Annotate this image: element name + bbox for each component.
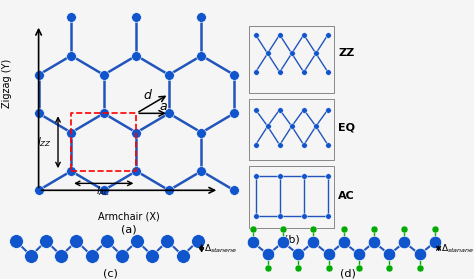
Text: $a$: $a$ [159, 100, 168, 113]
Text: (b): (b) [284, 235, 300, 245]
Text: EQ: EQ [338, 122, 355, 132]
Text: Zigzag (Y): Zigzag (Y) [1, 58, 12, 108]
Text: $\Delta_{stanene}$: $\Delta_{stanene}$ [203, 242, 237, 254]
Text: AC: AC [338, 191, 355, 201]
Text: $d$: $d$ [143, 88, 153, 102]
Text: $l_{ZZ}$: $l_{ZZ}$ [37, 135, 52, 149]
Text: $l_{AC}$: $l_{AC}$ [96, 184, 111, 198]
Text: Armchair (X): Armchair (X) [98, 211, 160, 221]
Text: (d): (d) [340, 269, 356, 278]
Text: $\Delta_{stanane}$: $\Delta_{stanane}$ [440, 242, 474, 254]
Text: ZZ: ZZ [338, 49, 355, 58]
Text: (c): (c) [103, 269, 118, 278]
Text: (a): (a) [121, 225, 137, 235]
